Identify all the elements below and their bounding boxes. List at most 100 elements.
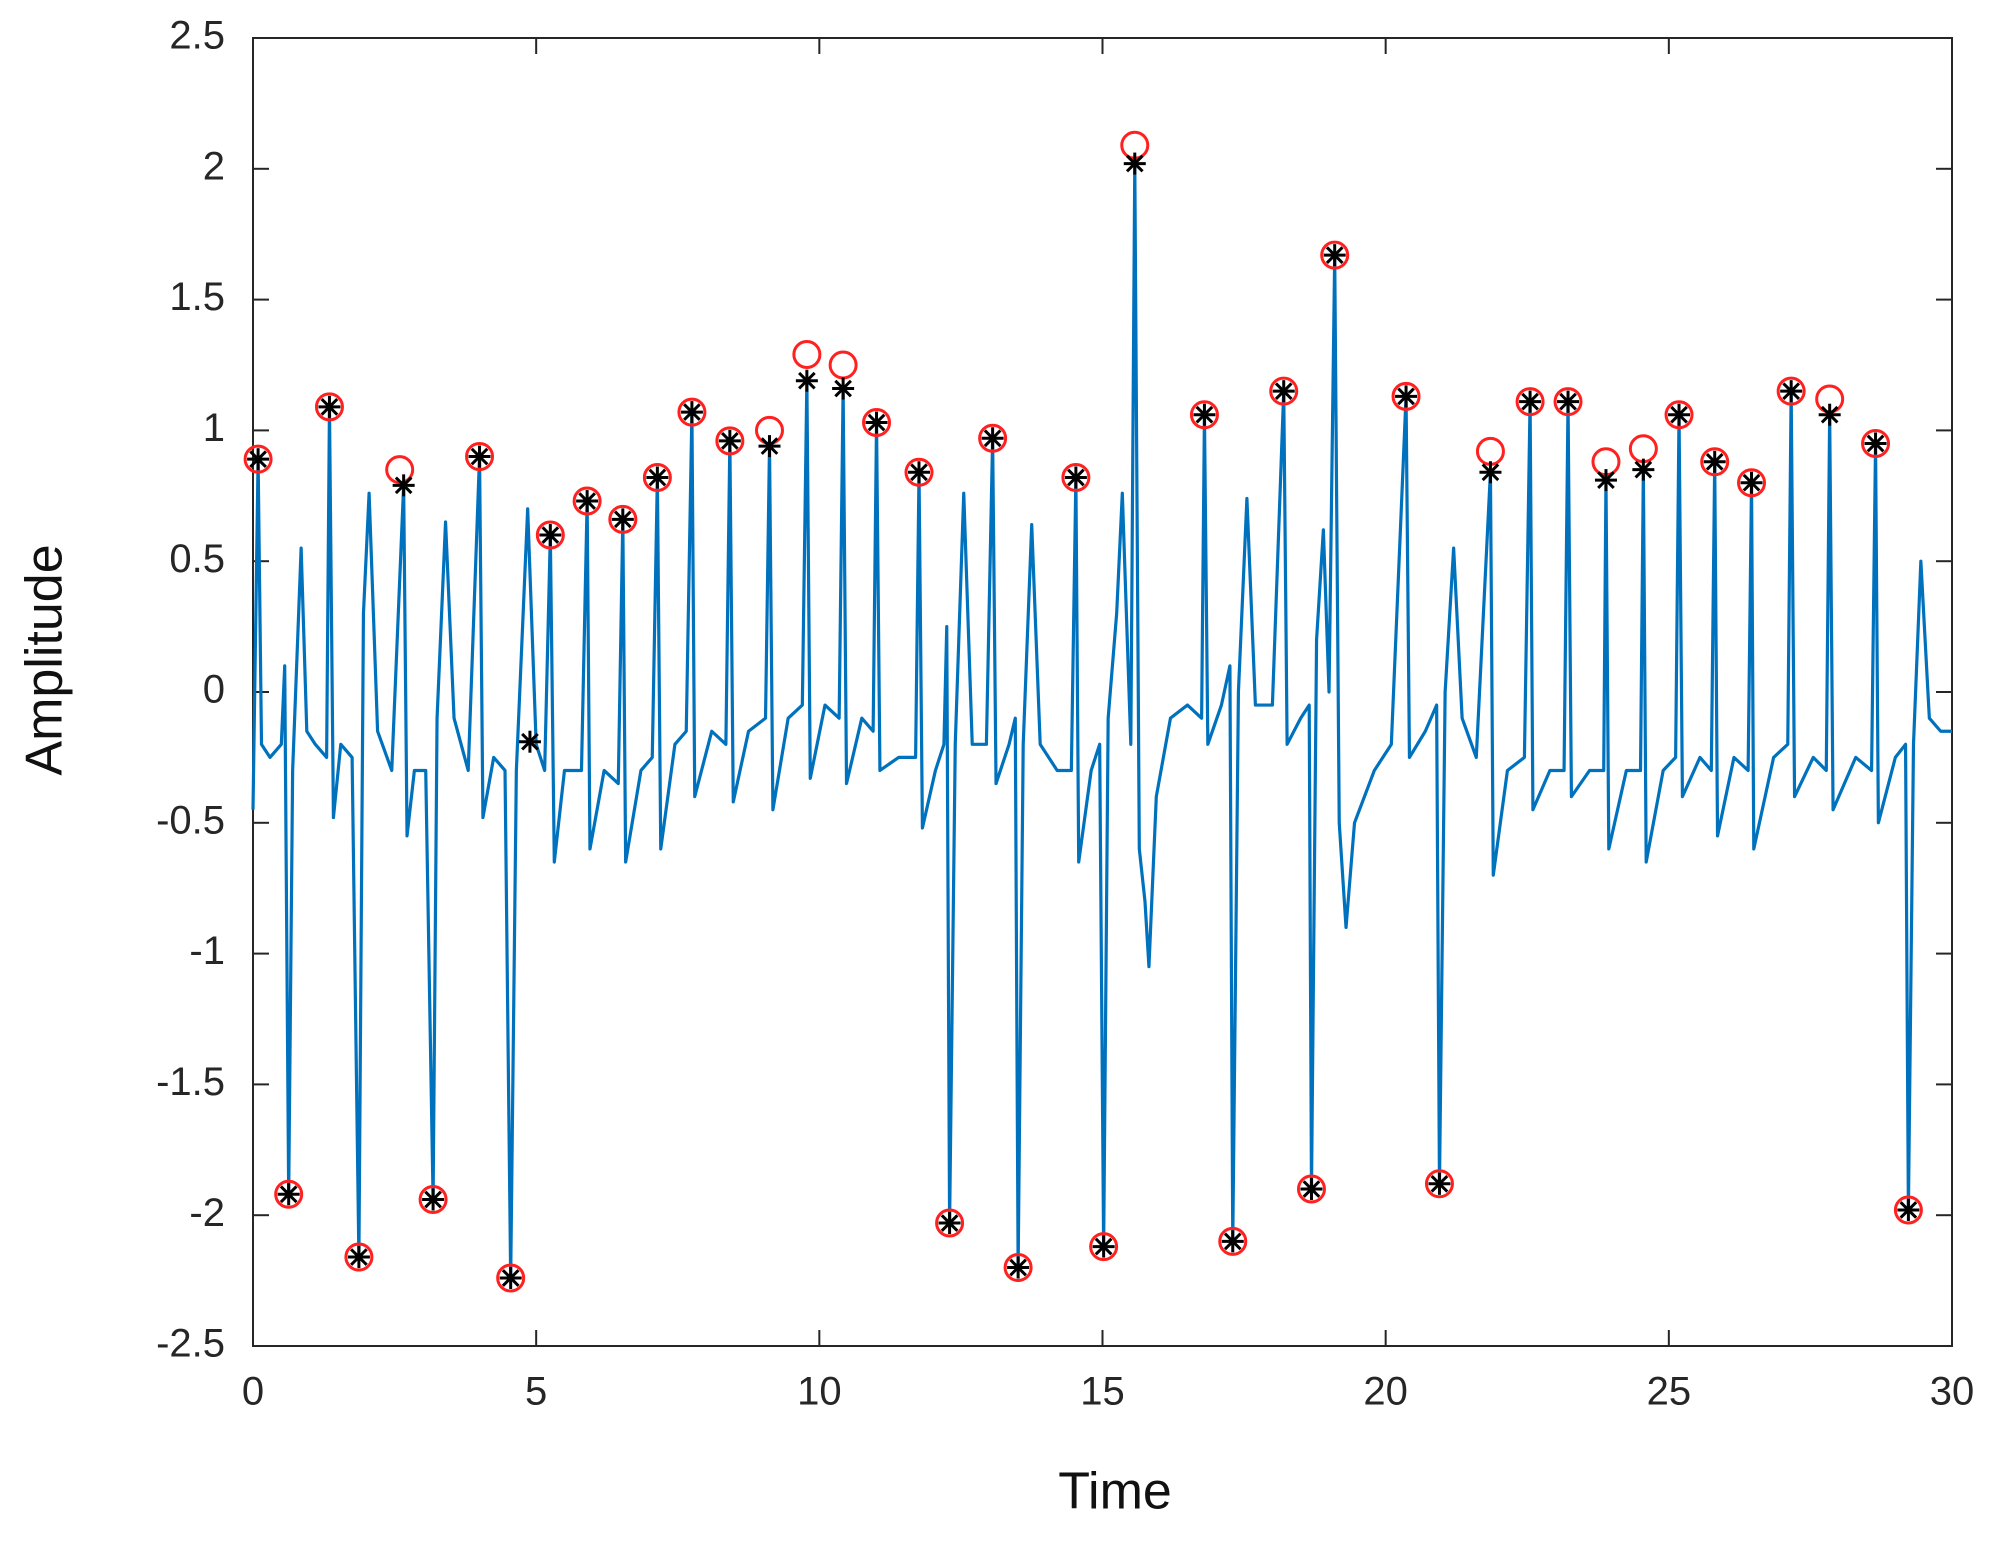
y-tick-label: 1.5 [169, 275, 225, 319]
asterisk-stroke [1866, 434, 1885, 453]
circle-marker [792, 340, 822, 370]
asterisk-marker [1323, 244, 1346, 267]
asterisk-stroke [648, 468, 667, 487]
asterisk-stroke [394, 476, 413, 495]
asterisk-marker [499, 1266, 522, 1289]
asterisk-marker [347, 1246, 370, 1269]
asterisk-marker [539, 524, 562, 547]
circle-marker [1893, 1195, 1923, 1225]
asterisk-stroke [578, 492, 596, 510]
asterisk-stroke [834, 379, 852, 398]
circle-marker [1737, 468, 1767, 498]
asterisk-marker [1123, 152, 1146, 175]
circle-marker [1553, 387, 1583, 417]
circle-marker [1424, 1169, 1454, 1199]
circle-marker [1776, 376, 1806, 406]
asterisk-marker [908, 461, 931, 484]
y-tick-label: -1.5 [156, 1060, 225, 1104]
circle-marker [642, 462, 672, 492]
asterisk-stroke [1782, 382, 1801, 400]
asterisk-stroke [1067, 468, 1085, 487]
asterisk-marker [518, 730, 541, 753]
asterisk-stroke [867, 413, 886, 432]
x-tick-label: 20 [1363, 1370, 1408, 1414]
y-tick-label: 0 [203, 668, 225, 712]
circle-marker [1664, 400, 1694, 430]
asterisk-marker [680, 401, 703, 424]
asterisk-stroke [320, 398, 339, 416]
asterisk-stroke [350, 1248, 368, 1266]
asterisk-stroke [1634, 460, 1653, 479]
asterisk-marker [1897, 1198, 1920, 1221]
asterisk-marker [1395, 385, 1418, 408]
asterisk-marker [1092, 1235, 1115, 1258]
y-axis-label: Amplitude [16, 544, 74, 775]
asterisk-marker [758, 435, 781, 458]
asterisk-stroke [1430, 1174, 1449, 1193]
asterisk-marker [247, 448, 270, 471]
asterisk-stroke [683, 403, 701, 421]
asterisk-stroke [279, 1185, 298, 1204]
asterisk-marker [718, 429, 741, 452]
asterisk-marker [1428, 1172, 1451, 1195]
circle-marker [1189, 400, 1219, 430]
asterisk-stroke [1223, 1232, 1242, 1251]
asterisk-stroke [1481, 463, 1500, 482]
asterisk-stroke [910, 463, 928, 482]
asterisk-marker [1300, 1178, 1323, 1201]
asterisk-marker [1007, 1256, 1030, 1279]
asterisk-stroke [940, 1214, 959, 1232]
x-axis-label: Time [1058, 1463, 1172, 1521]
asterisk-stroke [1094, 1237, 1113, 1256]
asterisk-marker [981, 427, 1004, 450]
circle-marker [1515, 387, 1545, 417]
circle-marker [978, 423, 1008, 453]
asterisk-marker [1818, 403, 1841, 426]
y-tick-label: 2.5 [169, 14, 225, 58]
asterisk-marker [1632, 458, 1655, 481]
circle-marker [243, 444, 273, 474]
circle-marker [465, 442, 495, 472]
asterisk-marker [795, 369, 818, 392]
asterisk-stroke [1705, 452, 1724, 471]
asterisk-marker [1193, 403, 1216, 426]
x-tick-label: 25 [1647, 1370, 1692, 1414]
asterisk-marker [1703, 450, 1726, 473]
circle-marker [677, 397, 707, 427]
asterisk-marker [1272, 380, 1295, 403]
circle-marker [608, 504, 638, 534]
x-tick-label: 15 [1080, 1370, 1125, 1414]
asterisk-marker [1740, 471, 1763, 494]
asterisk-marker [1519, 390, 1542, 413]
asterisk-marker [1221, 1230, 1244, 1253]
circle-marker [572, 486, 602, 516]
x-tick-label: 0 [242, 1370, 264, 1414]
circle-marker [1320, 240, 1350, 270]
asterisk-marker [318, 395, 341, 418]
circle-marker [1089, 1232, 1119, 1262]
asterisk-marker [1780, 380, 1803, 403]
asterisk-marker [646, 466, 669, 489]
asterisk-stroke [1559, 392, 1577, 411]
y-tick-label: 1 [203, 406, 225, 450]
y-tick-label: -0.5 [156, 798, 225, 842]
circle-marker [344, 1242, 374, 1272]
circle-marker [935, 1208, 965, 1238]
circle-marker [274, 1179, 304, 1209]
asterisk-stroke [1195, 405, 1214, 424]
x-tick-label: 10 [797, 1370, 842, 1414]
asterisk-stroke [760, 437, 779, 455]
asterisk-stroke [1521, 392, 1539, 411]
y-tick-label: 2 [203, 144, 225, 188]
signal-line [251, 161, 1952, 1280]
circle-marker [1269, 376, 1299, 406]
asterisk-stroke [501, 1269, 520, 1287]
asterisk-stroke [1397, 387, 1415, 406]
circle-marker [314, 392, 344, 422]
asterisk-stroke [424, 1190, 442, 1209]
asterisk-marker [1668, 403, 1691, 426]
circle-marker [1628, 434, 1658, 464]
plot-frame [252, 37, 1953, 1347]
asterisk-stroke [1302, 1180, 1321, 1198]
asterisk-marker [576, 490, 599, 513]
